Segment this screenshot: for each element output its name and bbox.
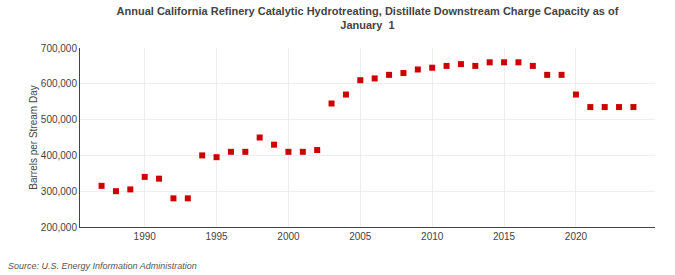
svg-text:200,000: 200,000 — [41, 222, 78, 233]
svg-text:Annual California Refinery Cat: Annual California Refinery Catalytic Hyd… — [117, 5, 619, 31]
svg-text:2015: 2015 — [493, 231, 516, 242]
svg-text:700,000: 700,000 — [41, 43, 78, 54]
svg-text:Barrels per Stream Day: Barrels per Stream Day — [28, 85, 39, 189]
svg-text:500,000: 500,000 — [41, 114, 78, 125]
svg-text:1990: 1990 — [134, 231, 157, 242]
svg-text:600,000: 600,000 — [41, 78, 78, 89]
svg-text:2010: 2010 — [421, 231, 444, 242]
svg-text:400,000: 400,000 — [41, 150, 78, 161]
svg-text:2005: 2005 — [349, 231, 372, 242]
svg-text:300,000: 300,000 — [41, 186, 78, 197]
svg-text:Source: U.S. Energy Informatio: Source: U.S. Energy Information Administ… — [8, 261, 197, 271]
svg-text:1995: 1995 — [205, 231, 228, 242]
svg-text:2020: 2020 — [565, 231, 588, 242]
svg-text:2000: 2000 — [277, 231, 300, 242]
